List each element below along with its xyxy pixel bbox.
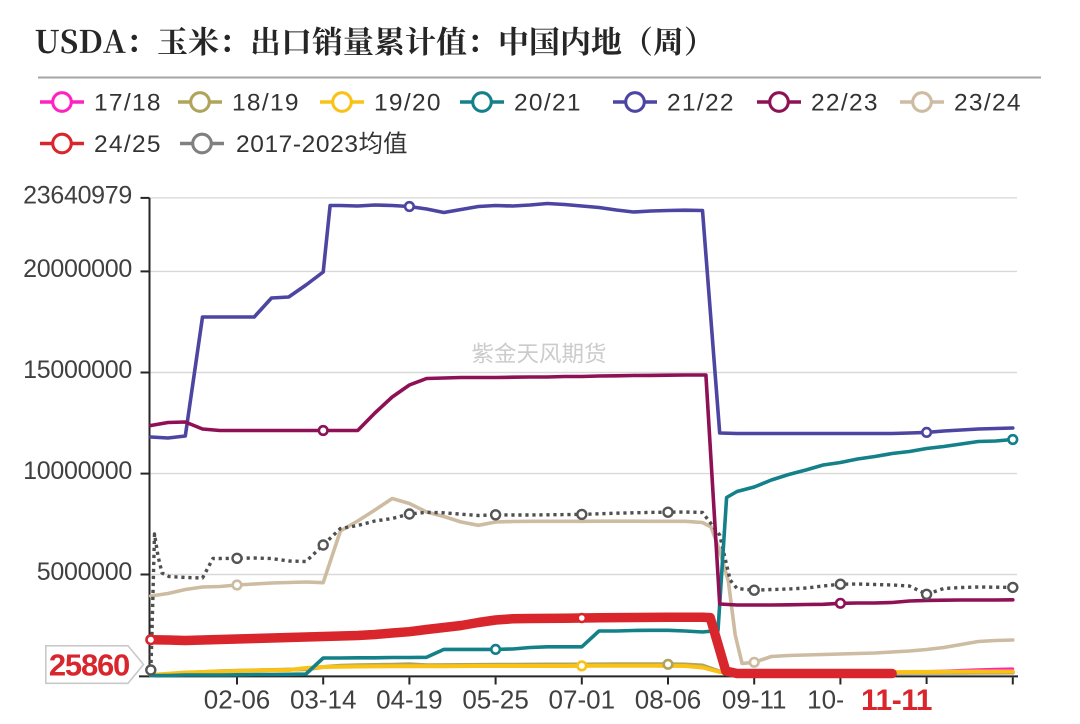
svg-text:03-14: 03-14	[290, 685, 357, 715]
svg-text:20000000: 20000000	[23, 255, 132, 283]
svg-text:25860: 25860	[49, 647, 129, 682]
svg-text:09-11: 09-11	[722, 685, 787, 715]
svg-text:05-25: 05-25	[462, 685, 529, 715]
svg-text:08-06: 08-06	[635, 685, 702, 715]
svg-text:04-19: 04-19	[376, 685, 443, 715]
svg-text:20/21: 20/21	[514, 90, 582, 117]
svg-text:23640979: 23640979	[23, 182, 132, 210]
svg-text:18/19: 18/19	[232, 90, 300, 117]
svg-text:19/20: 19/20	[374, 90, 442, 117]
svg-text:21/22: 21/22	[667, 90, 735, 117]
svg-text:10000000: 10000000	[23, 457, 132, 485]
svg-text:15000000: 15000000	[23, 356, 132, 384]
svg-text:02-06: 02-06	[204, 685, 271, 715]
svg-text:07-01: 07-01	[549, 685, 616, 715]
svg-text:11-11: 11-11	[861, 684, 932, 717]
svg-text:23/24: 23/24	[954, 90, 1022, 117]
svg-text:24/25: 24/25	[94, 131, 162, 158]
svg-text:5000000: 5000000	[37, 558, 132, 586]
svg-text:2017-2023: 2017-2023	[236, 131, 359, 158]
svg-text:22/23: 22/23	[811, 90, 879, 117]
svg-text:17/18: 17/18	[94, 90, 162, 117]
